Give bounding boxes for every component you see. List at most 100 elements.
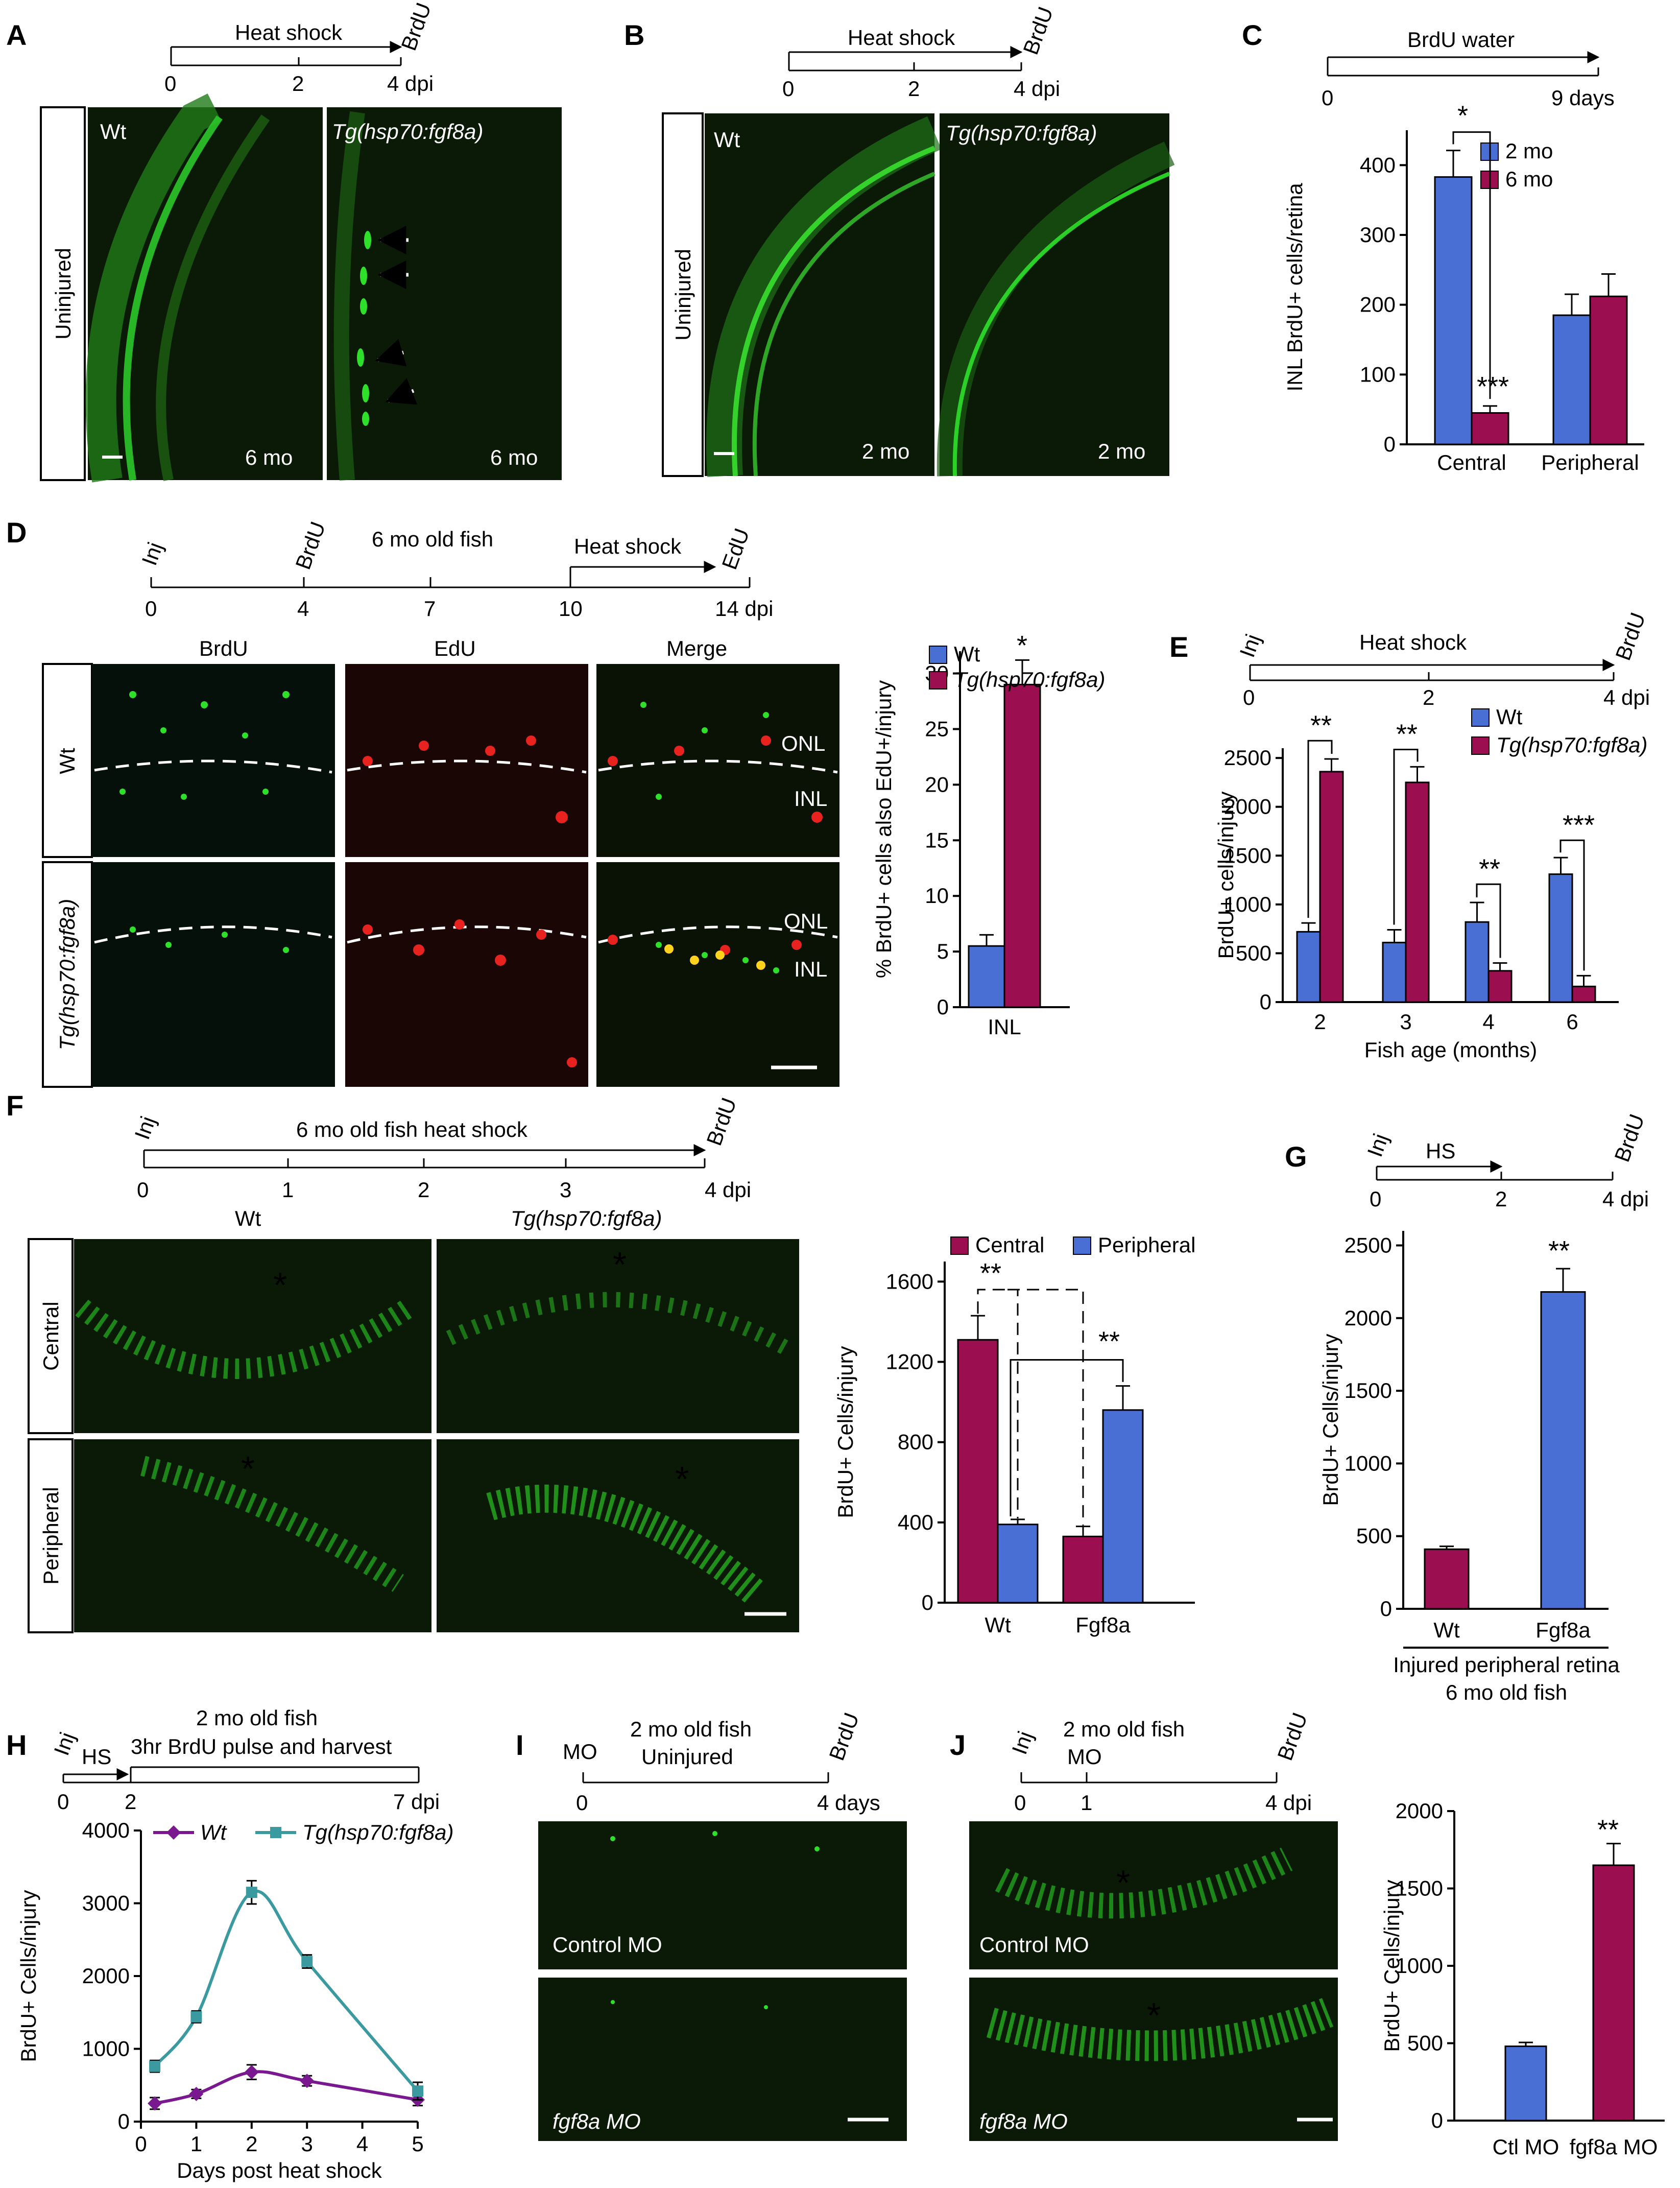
y-tick-label: 5 [937,939,949,963]
bar [968,945,1005,1008]
timeline-title: 2 mo old fish [630,1717,752,1741]
timeline-inj: Inj [49,1729,79,1758]
category-label: Peripheral [1541,450,1639,474]
bar [1102,1409,1144,1604]
panel-b: B Heat shock BrdU 0 2 4 dpi Uninjured Wt… [624,4,1175,478]
tick: 2 [1423,685,1434,709]
data-point [300,2074,315,2088]
panel-i-letter: I [516,1729,524,1761]
legend-label: Tg(hsp70:fgf8a) [302,1820,454,1844]
category-label: 2 [1314,1010,1326,1034]
injury-asterisk: * [1147,1995,1161,2035]
significance-label: *** [1477,371,1509,402]
injury-asterisk: * [613,1245,627,1285]
significance-label: ** [1479,853,1500,884]
bar [1062,1535,1104,1604]
x-tick-label: 5 [412,2132,423,2156]
micrograph-label: Wt [100,120,127,144]
legend-label: Tg(hsp70:fgf8a) [954,668,1106,692]
y-tick-label: 500 [1236,941,1271,965]
panel-f-letter: F [6,1089,23,1122]
timeline-brdu: BrdU [291,518,330,573]
category-label: 3 [1400,1010,1411,1034]
panel-j: J Inj MO BrdU 2 mo old fish 0 1 4 dpi * … [950,1709,1665,2159]
legend-label: Wt [1496,705,1523,729]
tick: 4 days [817,1791,880,1815]
caption-line-1: Injured peripheral retina [1393,1653,1620,1677]
bar [1382,941,1407,1003]
category-label: Central [1437,450,1506,474]
x-axis-label: Fish age (months) [1364,1038,1537,1062]
panel-i: I MO BrdU 2 mo old fish Uninjured 0 4 da… [516,1709,907,2141]
y-tick-label: 100 [1360,362,1396,386]
significance-bracket [1007,1289,1084,1526]
micrograph-wt: Wt 6 mo [85,93,323,483]
y-tick-label: 0 [1384,432,1396,456]
tick-0: 0 [1322,86,1333,110]
injury-asterisk: * [241,1449,255,1489]
panel-b-letter: B [624,19,644,51]
column-label: Merge [666,636,727,660]
caption-line-2: 6 mo old fish [1446,1680,1567,1704]
y-tick-label: 200 [1360,293,1396,317]
y-axis-label: BrdU+ Cells/injury [833,1346,857,1518]
y-tick-label: 1000 [1396,1954,1443,1978]
tick: 7 [424,597,436,621]
micrograph-fgf8a [969,1978,1338,2141]
timeline-subtitle: Uninjured [641,1745,733,1769]
tick: 0 [1243,685,1255,709]
y-tick-label: 3000 [82,1891,130,1915]
tick-0: 0 [782,77,794,101]
significance-bracket [1393,749,1419,925]
bar [1003,683,1041,1008]
chart-h: 0 1000 2000 3000 4000 0 1 2 3 4 5 BrdU+ Cells/injur… [16,1818,454,2182]
timeline-brdu: BrdU [1611,609,1650,663]
age-label: 6 mo [245,445,293,469]
tick: 4 dpi [705,1178,751,1202]
micrograph-tg: Tg(hsp70:fgf8a) 2 mo [937,113,1175,477]
category-label: Fgf8a [1075,1613,1131,1637]
side-label-box [40,106,86,481]
column-label: Wt [235,1206,261,1230]
row-label-box [42,663,93,858]
y-tick-label: 25 [925,717,949,741]
legend-swatch [929,646,947,664]
data-point [244,2065,259,2080]
timeline-label: 6 mo old fish heat shock [296,1117,528,1141]
timeline-mo: MO [563,1740,597,1764]
bar [1571,985,1596,1003]
panel-g-letter: G [1285,1140,1307,1173]
panel-a: A Heat shock BrdU 0 2 4 dpi Uninjured Wt… [6,0,562,483]
tick-2: 2 [908,77,920,101]
tick: 10 [559,597,583,621]
column-label: BrdU [199,636,248,660]
y-tick-label: 2000 [1345,1306,1392,1330]
bar [1434,176,1473,445]
significance-label: ** [1396,719,1418,749]
y-tick-label: 2000 [1396,1799,1443,1823]
y-axis-label: INL BrdU+ cells/retina [1283,183,1307,392]
bar [1589,295,1628,445]
timeline-inj: Inj [137,539,167,568]
legend-label: 6 mo [1505,167,1553,191]
y-tick-label: 1500 [1345,1378,1392,1402]
legend-swatch [1471,736,1490,755]
data-point [412,2085,423,2097]
significance-label: * [1457,101,1468,131]
data-point [148,2096,162,2111]
significance-label: * [1017,630,1027,661]
timeline-title: 2 mo old fish [1063,1717,1185,1741]
y-tick-label: 500 [1407,2031,1443,2055]
injury-asterisk: * [273,1265,287,1305]
timeline-hs: HS [1426,1139,1455,1163]
panel-c: C BrdU water 0 9 days 0 100 200 300 400 INL B… [1242,19,1644,474]
chart-g: 0 500 1000 1500 2000 2500 BrdU+ Cells/injury Wt… [1318,1231,1609,1642]
tick: 0 [1014,1791,1026,1815]
x-tick-label: 4 [356,2132,368,2156]
tick-2: 2 [292,72,304,96]
timeline-label: Heat shock [235,20,343,44]
micrograph-label: Tg(hsp70:fgf8a) [332,120,484,144]
significance-label: ** [1548,1235,1570,1266]
micrograph-control [538,1821,907,1969]
bar [1487,970,1513,1003]
